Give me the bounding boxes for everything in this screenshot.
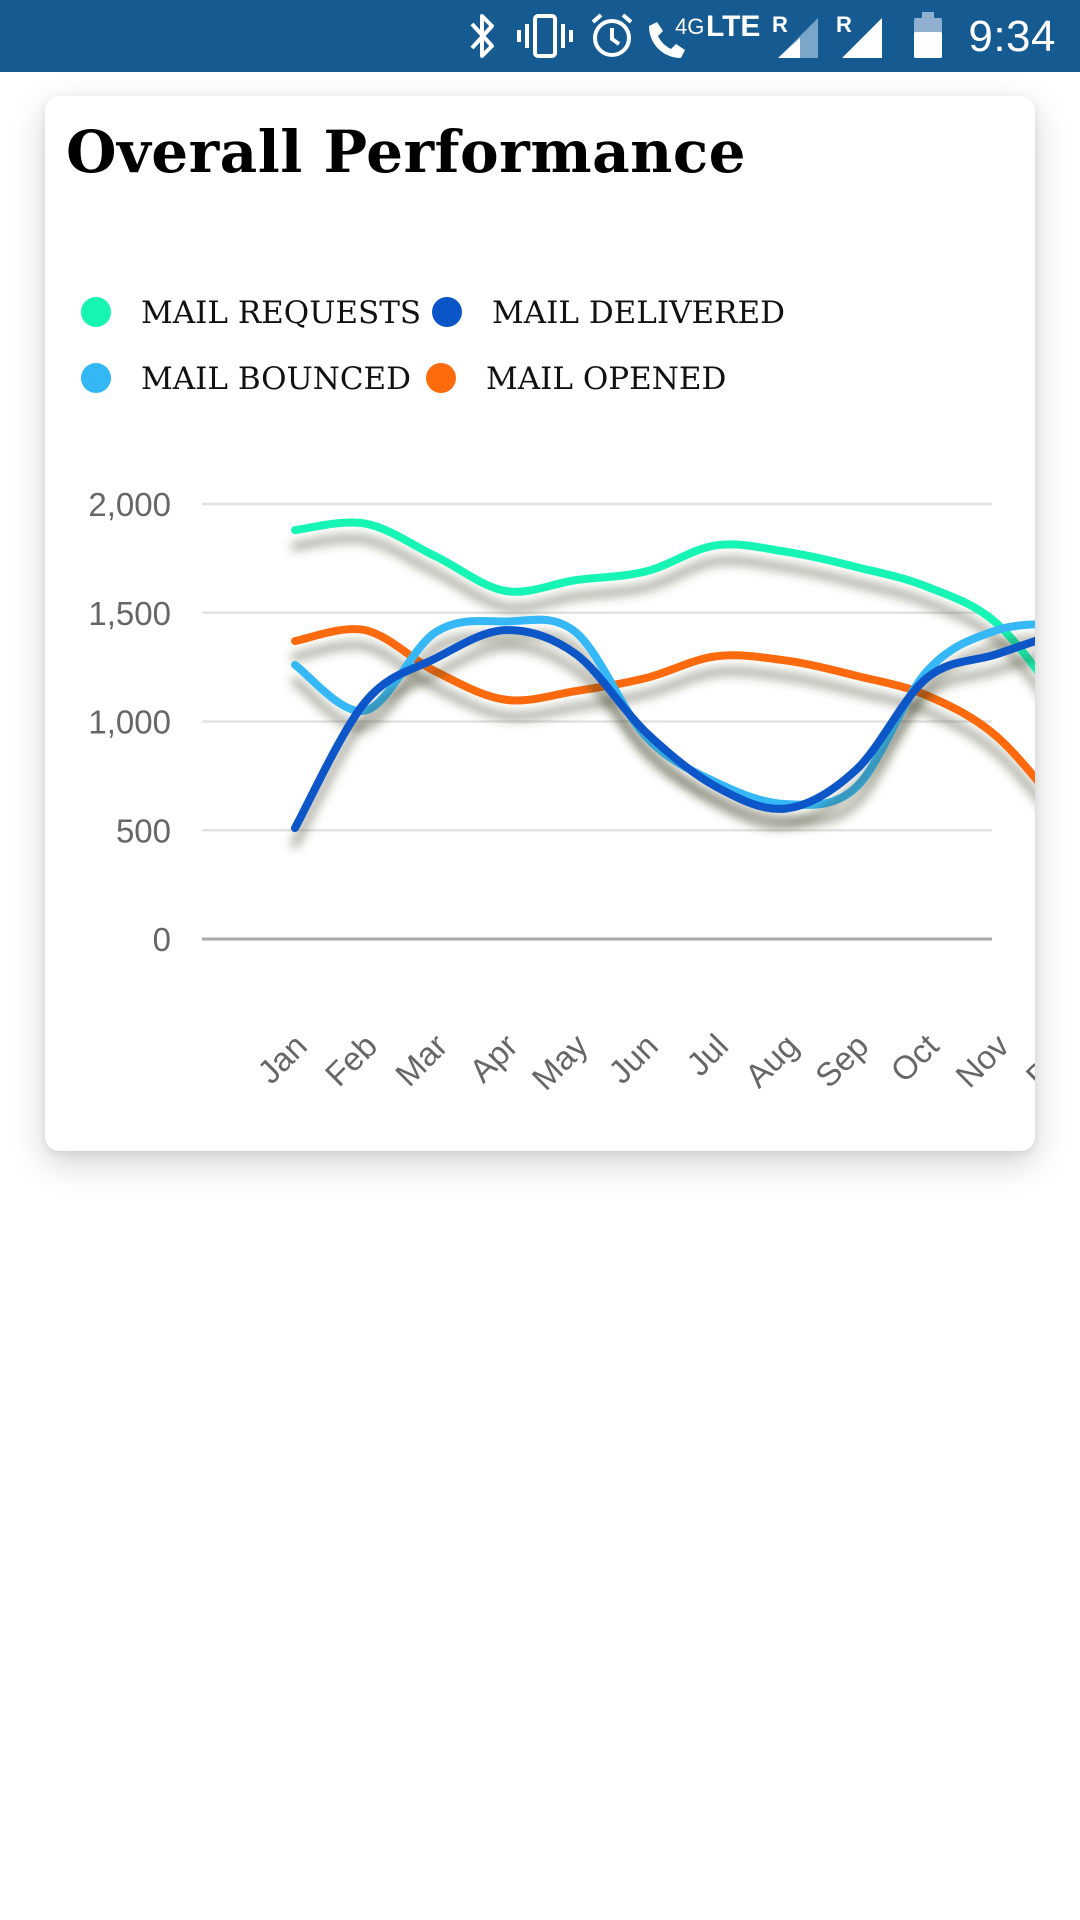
- wifi-calling-icon: 4G: [649, 14, 704, 58]
- y-tick-label: 1,500: [88, 595, 171, 632]
- x-tick-label: May: [525, 1026, 596, 1097]
- lte-icon: LTE: [706, 10, 761, 43]
- x-tick-label: Jun: [601, 1027, 665, 1091]
- signal-roaming-icon: R: [772, 12, 818, 58]
- status-bar: 4G LTE R R 9:34: [0, 0, 1080, 72]
- series-line-mail-bounced: [291, 615, 1035, 809]
- x-tick-label: Jul: [679, 1027, 735, 1083]
- vibrate-icon: [517, 14, 573, 58]
- y-tick-label: 500: [116, 812, 171, 849]
- x-tick-label: Feb: [318, 1027, 384, 1093]
- x-tick-label: Sep: [808, 1027, 876, 1095]
- legend-label: MAIL DELIVERED: [492, 295, 785, 331]
- grid-lines: [202, 502, 992, 941]
- battery-icon: [914, 12, 942, 58]
- legend-dot: [81, 363, 111, 393]
- x-tick-label: Dec: [1018, 1027, 1035, 1095]
- line-chart: 0 500 1,000 1,500 2,000 Jan Feb Mar Apr May Jun Ju…: [88, 486, 1035, 1097]
- series-lines: [291, 518, 1035, 833]
- x-tick-label: Jan: [250, 1027, 314, 1091]
- x-tick-label: Apr: [462, 1027, 524, 1089]
- y-tick-label: 0: [153, 921, 171, 958]
- y-tick-label: 1,000: [88, 704, 171, 741]
- svg-text:4G: 4G: [675, 14, 704, 39]
- legend-label: MAIL REQUESTS: [141, 295, 422, 331]
- x-tick-label: Aug: [738, 1027, 806, 1095]
- status-time: 9:34: [968, 12, 1056, 61]
- performance-card: Overall Performance MAIL REQUESTS MAIL D…: [45, 96, 1035, 1151]
- bluetooth-icon: [470, 14, 494, 58]
- chart-title: Overall Performance: [66, 118, 747, 186]
- x-tick-label: Mar: [388, 1027, 454, 1093]
- signal-roaming-icon: R: [836, 12, 882, 58]
- x-tick-label: Oct: [883, 1027, 945, 1089]
- legend-dot: [81, 297, 111, 327]
- svg-text:R: R: [772, 12, 788, 37]
- y-axis-ticks: 0 500 1,000 1,500 2,000: [88, 486, 171, 958]
- x-tick-label: Nov: [948, 1026, 1016, 1094]
- series-line-mail-opened: [291, 625, 1035, 785]
- legend-dot: [432, 297, 462, 327]
- x-axis-ticks: Jan Feb Mar Apr May Jun Jul Aug Sep Oct Nov Dec: [250, 1026, 1035, 1097]
- legend-label: MAIL OPENED: [486, 361, 727, 397]
- legend-dot: [426, 363, 456, 393]
- legend-label: MAIL BOUNCED: [141, 361, 412, 397]
- y-tick-label: 2,000: [88, 486, 171, 523]
- svg-text:R: R: [836, 12, 852, 37]
- series-line-mail-delivered: [291, 626, 1035, 833]
- series-line-mail-requests: [291, 518, 1035, 675]
- alarm-icon: [591, 13, 633, 57]
